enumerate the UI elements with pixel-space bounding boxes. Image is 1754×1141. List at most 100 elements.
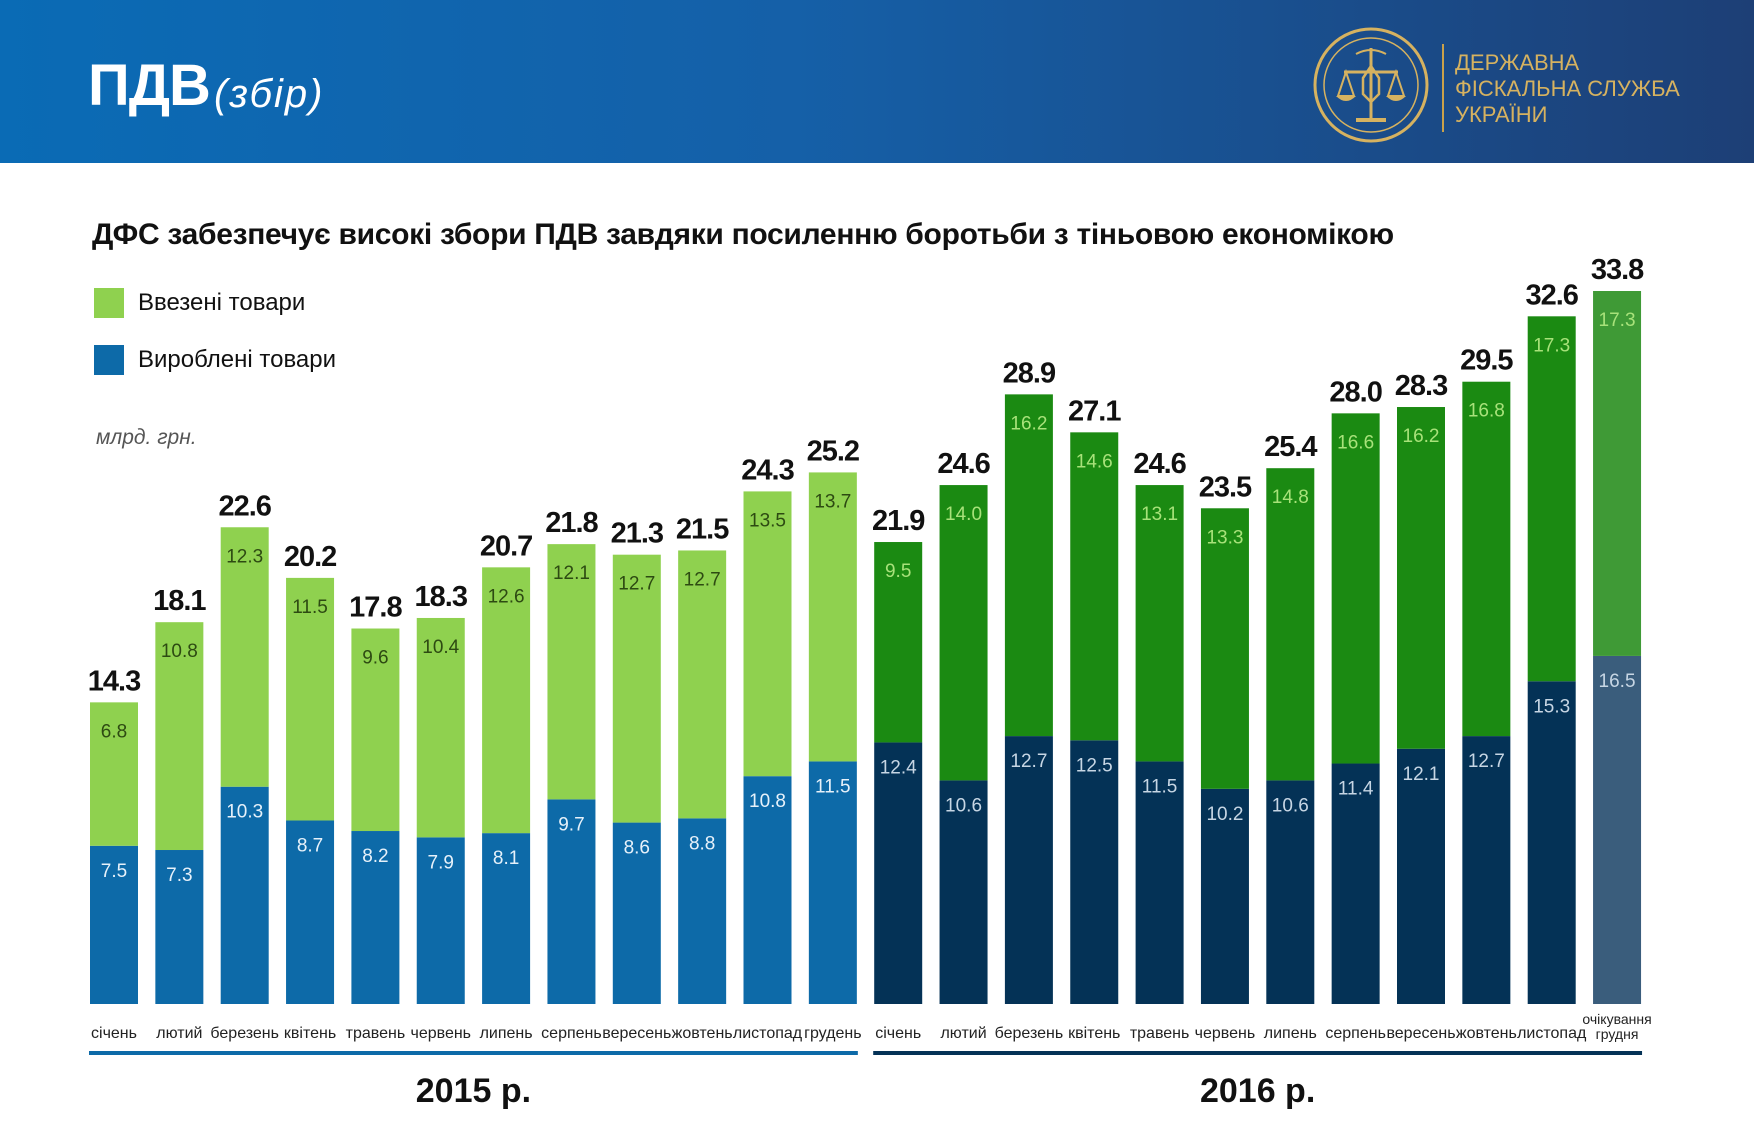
data-label-total-22: 32.6 [1525,279,1578,311]
chart-title: ДФС забезпечує високі збори ПДВ завдяки … [92,218,1394,251]
data-label-total-5: 18.3 [415,581,468,613]
data-label-produced-19: 11.4 [1338,779,1374,800]
bar-produced-8 [612,822,661,1004]
data-label-imported-18: 14.8 [1272,487,1309,508]
x-tick-label-10: листопад [733,1025,803,1042]
emblem-icon [1313,27,1429,143]
x-tick-label-21: жовтень [1456,1025,1517,1042]
page-subtitle: (збір) [214,72,325,116]
bar-imported-2 [220,527,269,787]
x-tick-label-16: травень [1130,1025,1190,1042]
data-label-produced-15: 12.5 [1076,755,1113,776]
data-label-imported-14: 16.2 [1010,413,1047,434]
data-label-total-11: 25.2 [807,435,859,467]
bar-produced-18 [1266,780,1315,1004]
data-label-total-7: 21.8 [545,507,598,539]
x-tick-label-13: лютий [940,1025,986,1042]
bar-produced-13 [939,780,988,1004]
x-tick-label-9: жовтень [672,1025,733,1042]
data-label-imported-6: 12.6 [488,586,525,607]
bar-produced-7 [547,799,596,1004]
bar-imported-0 [90,702,138,846]
data-label-total-10: 24.3 [741,454,794,486]
bar-produced-4 [351,831,400,1004]
bar-imported-20 [1397,407,1445,749]
data-label-produced-7: 9.7 [558,814,584,835]
bar-imported-6 [482,567,531,834]
data-label-total-3: 20.2 [284,541,336,573]
data-label-imported-23: 17.3 [1599,310,1636,331]
bar-produced-9 [678,818,727,1004]
bar-imported-16 [1135,485,1184,762]
header-banner: ПДВ (збір) ДЕРЖАВНА ФІСКАЛЬНА СЛУЖБА УКР… [0,0,1754,163]
data-label-imported-10: 13.5 [749,510,786,531]
data-label-imported-21: 16.8 [1468,401,1505,422]
bar-imported-23 [1593,291,1642,656]
bar-produced-3 [286,820,335,1004]
data-label-imported-17: 13.3 [1206,527,1243,548]
data-label-produced-21: 12.7 [1468,751,1505,772]
bar-produced-2 [220,786,269,1004]
bar-imported-8 [612,554,661,823]
data-label-total-15: 27.1 [1068,395,1121,427]
year-group-line-1 [873,1051,1643,1055]
data-label-produced-0: 7.5 [101,861,127,882]
data-label-total-13: 24.6 [937,448,990,480]
data-label-imported-3: 11.5 [292,597,328,618]
bar-produced-21 [1462,736,1511,1004]
data-label-produced-9: 8.8 [689,833,715,854]
data-label-imported-19: 16.6 [1337,432,1374,453]
data-label-imported-1: 10.8 [161,641,198,662]
bar-imported-5 [416,617,465,838]
data-label-total-2: 22.6 [218,490,271,522]
data-label-produced-14: 12.7 [1010,751,1047,772]
data-label-total-6: 20.7 [480,530,532,562]
data-label-produced-20: 12.1 [1403,764,1440,785]
bar-imported-10 [743,491,792,777]
logo-text-line-2: ФІСКАЛЬНА СЛУЖБА [1455,76,1680,101]
bar-imported-22 [1527,316,1576,682]
data-label-total-21: 29.5 [1460,345,1513,377]
bar-imported-11 [808,472,857,762]
bar-produced-16 [1135,761,1184,1004]
bar-produced-6 [482,833,531,1004]
data-label-total-18: 25.4 [1264,431,1317,463]
data-label-total-14: 28.9 [1003,357,1056,389]
bar-imported-21 [1462,381,1511,737]
x-tick-label-14: березень [995,1025,1064,1042]
bar-produced-22 [1527,681,1576,1004]
data-label-total-23: 33.8 [1591,254,1644,286]
data-label-imported-7: 12.1 [553,563,590,584]
data-label-produced-8: 8.6 [624,838,650,859]
data-label-imported-8: 12.7 [618,574,655,595]
data-label-imported-13: 14.0 [945,504,982,525]
data-label-produced-10: 10.8 [749,791,786,812]
x-tick-label-18: липень [1264,1025,1317,1042]
x-tick-label-19: серпень [1325,1025,1386,1042]
data-label-imported-9: 12.7 [684,569,721,590]
bar-produced-14 [1004,736,1053,1004]
bar-produced-11 [808,761,857,1004]
x-tick-label-23-1: грудня [1596,1026,1639,1042]
bar-imported-7 [547,544,596,800]
data-label-imported-12: 9.5 [885,561,911,582]
x-tick-label-7: серпень [541,1025,602,1042]
x-tick-label-0: січень [91,1025,137,1042]
year-group-label-1: 2016 р. [1200,1072,1315,1110]
x-tick-label-1: лютий [156,1025,202,1042]
bar-imported-4 [351,628,400,832]
data-label-total-4: 17.8 [349,592,402,624]
bar-imported-18 [1266,468,1315,781]
x-tick-label-8: вересень [602,1025,671,1042]
bar-produced-0 [90,845,138,1004]
data-label-produced-23: 16.5 [1599,671,1636,692]
x-tick-label-5: червень [410,1025,471,1042]
data-label-imported-4: 9.6 [362,648,388,669]
legend-label-produced: Вироблені товари [138,346,337,373]
data-label-produced-5: 7.9 [428,852,454,873]
data-label-imported-20: 16.2 [1403,426,1440,447]
data-label-total-19: 28.0 [1329,376,1381,408]
year-group-line-0 [89,1051,858,1055]
bar-produced-1 [155,850,204,1004]
